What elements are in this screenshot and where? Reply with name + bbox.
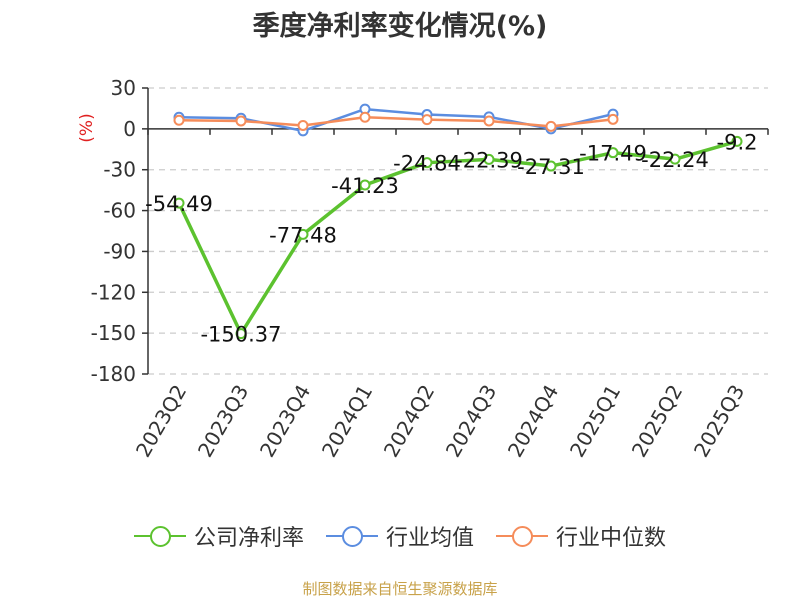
y-tick-label: -180: [91, 362, 136, 386]
data-point: [607, 147, 619, 159]
y-tick-label: 0: [123, 117, 136, 141]
data-point: [483, 153, 495, 165]
data-label: -77.48: [269, 223, 337, 247]
data-point: [545, 120, 557, 132]
x-tick-label: 2023Q2: [131, 381, 191, 462]
data-label: -22.24: [641, 148, 709, 172]
x-tick-label: 2024Q4: [503, 381, 563, 462]
data-label: -150.37: [200, 323, 281, 347]
y-tick-label: 30: [111, 76, 136, 100]
legend-label: 行业均值: [385, 526, 474, 551]
data-point: [607, 113, 619, 125]
data-point: [359, 111, 371, 123]
chart-title: 季度净利率变化情况(%): [252, 11, 548, 42]
legend-item: 公司净利率: [133, 520, 304, 552]
legend-item: 行业中位数: [496, 520, 666, 552]
series-line: [178, 116, 614, 128]
legend-label: 公司净利率: [193, 526, 304, 551]
data-point: [297, 119, 309, 131]
data-label: -9.2: [717, 130, 758, 154]
data-point: [421, 157, 433, 169]
legend-marker-icon: [496, 524, 548, 548]
data-point: [545, 160, 557, 172]
data-label: -17.49: [579, 142, 647, 166]
legend-marker-icon: [133, 524, 186, 548]
x-tick-label: 2024Q2: [379, 381, 439, 462]
series-line: [178, 107, 614, 133]
x-tick-label: 2025Q1: [565, 381, 625, 462]
y-tick-label: -150: [91, 321, 136, 345]
data-point: [235, 115, 247, 127]
x-tick-label: 2023Q3: [193, 381, 253, 462]
data-point: [173, 114, 185, 126]
source-note: 制图数据来自恒生聚源数据库: [302, 580, 498, 598]
data-point: [173, 197, 185, 209]
data-point: [359, 179, 371, 191]
data-point: [731, 135, 743, 147]
legend-item: 行业均值: [325, 520, 474, 552]
grid-lines: [148, 87, 768, 375]
y-axis-label: (%): [77, 113, 97, 142]
data-labels: -54.49 -150.37 -77.48 -41.23-24.84-22.39-27…: [145, 130, 757, 346]
x-tick-label: 2025Q3: [689, 381, 749, 462]
data-point: [235, 328, 247, 340]
x-tick-label: 2023Q4: [255, 381, 315, 462]
legend: 公司净利率 行业均值 行业中位数: [0, 520, 800, 552]
data-label: -27.31: [517, 155, 585, 179]
series-lines: [173, 103, 743, 340]
data-point: [669, 153, 681, 165]
data-point: [483, 115, 495, 127]
x-tick-label: 2024Q1: [317, 381, 377, 462]
x-tick-label: 2024Q3: [441, 381, 501, 462]
y-tick-label: -60: [103, 199, 136, 223]
data-label: -22.39: [455, 148, 523, 172]
data-point: [421, 114, 433, 126]
legend-label: 行业中位数: [556, 526, 667, 551]
x-tick-label: 2025Q2: [627, 381, 687, 462]
y-tick-label: -120: [91, 280, 136, 304]
series-line: [177, 139, 738, 336]
y-tick-label: -30: [103, 158, 136, 182]
y-tick-label: -90: [103, 239, 136, 263]
data-label: -54.49: [145, 192, 213, 216]
data-point: [297, 228, 309, 240]
data-label: -24.84: [393, 152, 461, 176]
legend-marker-icon: [325, 524, 378, 548]
data-label: -41.23: [331, 174, 399, 198]
